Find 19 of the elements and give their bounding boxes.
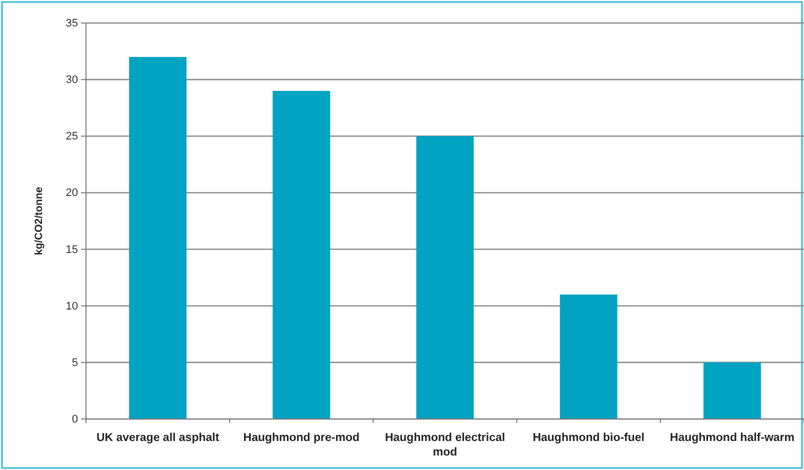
y-axis-title: kg/CO2/tonne	[33, 186, 45, 256]
bar	[272, 90, 330, 419]
y-tick-label: 15	[66, 244, 78, 256]
x-tick-label: Haughmond electrical mod	[384, 432, 506, 458]
bar	[416, 136, 474, 419]
bar	[560, 294, 618, 419]
x-tick-label: UK average all asphalt	[96, 432, 220, 444]
bar	[703, 362, 761, 419]
x-tick-label: Haughmond bio-fuel	[532, 432, 644, 444]
y-tick-label: 25	[66, 130, 78, 143]
y-tick-label: 5	[72, 356, 78, 369]
y-tick-label: 10	[66, 300, 78, 312]
x-tick-label: Haughmond pre-mod	[243, 432, 360, 444]
y-tick-label: 20	[66, 187, 78, 200]
bar	[129, 56, 187, 419]
y-tick-label: 0	[72, 414, 78, 426]
y-tick-label: 35	[66, 18, 78, 30]
y-tick-label: 30	[66, 74, 78, 86]
x-tick-label: Haughmond half-warm	[670, 432, 794, 444]
